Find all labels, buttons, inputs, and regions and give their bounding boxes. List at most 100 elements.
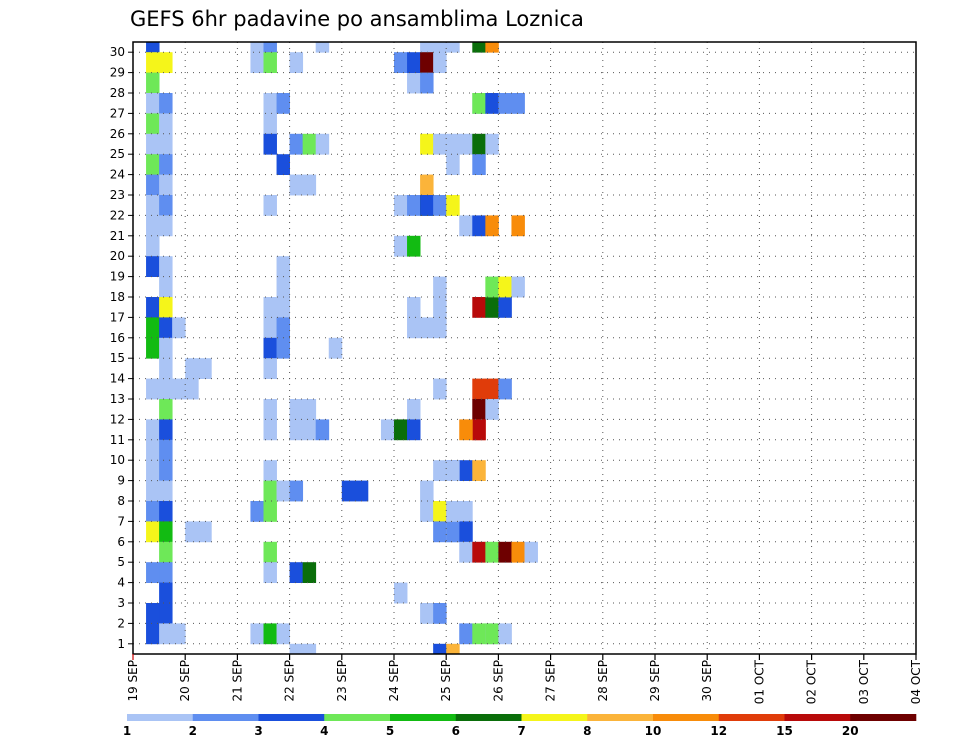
heat-cell [485, 541, 499, 563]
heat-cell [407, 235, 421, 257]
heat-cell [407, 399, 421, 420]
y-tick-label: 17 [110, 310, 125, 324]
heat-cell [328, 337, 343, 359]
heat-cell [459, 215, 473, 237]
heat-cell [263, 358, 277, 379]
heat-cell [354, 480, 369, 502]
heat-cell [472, 541, 486, 563]
y-tick-label: 20 [110, 249, 125, 263]
heat-cell [146, 297, 160, 318]
heat-cell [159, 276, 173, 298]
y-tick-label: 30 [110, 45, 125, 59]
heat-cell [185, 358, 199, 379]
heat-cell [276, 337, 290, 359]
heat-cell [472, 297, 486, 318]
y-tick-label: 13 [110, 392, 125, 406]
heat-cell [459, 541, 473, 563]
heat-cell [172, 623, 186, 645]
heat-cell [511, 93, 525, 114]
y-tick-label: 5 [117, 555, 125, 569]
heat-cell [146, 93, 160, 114]
heat-cell [159, 297, 173, 318]
heat-cell [394, 195, 408, 216]
heat-cell [146, 235, 160, 257]
x-tick-label: 25 SEP [439, 660, 453, 702]
heat-cell [315, 42, 330, 53]
heat-cell [485, 42, 499, 53]
heat-cell [276, 93, 290, 114]
chart-title: GEFS 6hr padavine po ansamblima Loznica [130, 7, 584, 31]
heat-cell [276, 623, 290, 645]
y-tick-label: 9 [117, 474, 125, 488]
heat-cell [146, 195, 160, 216]
y-tick-label: 2 [117, 616, 125, 630]
heat-cell [485, 276, 499, 298]
colorbar-label: 12 [710, 724, 727, 738]
heat-cell [472, 460, 486, 481]
colorbar-swatch [850, 714, 917, 721]
heat-cell [498, 93, 512, 114]
heat-cell [433, 501, 447, 522]
heat-cell [172, 317, 186, 339]
heat-cell [485, 215, 499, 237]
heat-cell [420, 480, 434, 502]
heat-cell [263, 399, 277, 420]
heat-cell [263, 541, 277, 563]
heat-cell [146, 501, 160, 522]
heat-cell [433, 297, 447, 318]
heat-cell [472, 399, 486, 420]
heat-cell [263, 337, 277, 359]
heat-cell [289, 643, 304, 655]
heat-cell [263, 133, 277, 155]
heat-cell [276, 276, 290, 298]
colorbar-swatch [258, 714, 325, 721]
y-axis: 1234567891011121314151617181920212223242… [110, 45, 133, 651]
heat-cell [250, 623, 264, 645]
heat-cell [472, 93, 486, 114]
heat-cell [302, 419, 317, 441]
heat-cell [289, 52, 304, 73]
heat-cell [250, 42, 264, 53]
heat-cell [159, 460, 173, 481]
colorbar-swatch [653, 714, 720, 721]
heat-cell [276, 256, 290, 277]
heat-cell [524, 541, 538, 563]
heat-cell [146, 603, 160, 624]
heat-cell [146, 378, 160, 400]
colorbar-label: 15 [776, 724, 793, 738]
heat-cell [146, 562, 160, 583]
heat-cell [446, 195, 460, 216]
heat-cell [433, 521, 447, 543]
y-tick-label: 16 [110, 331, 125, 345]
heat-cell [159, 93, 173, 114]
heat-cell [407, 419, 421, 441]
heat-cell [433, 460, 447, 481]
heat-cell [459, 623, 473, 645]
heat-cell [420, 603, 434, 624]
heat-cell [159, 399, 173, 420]
y-tick-label: 6 [117, 535, 125, 549]
heat-cell [198, 358, 212, 379]
heat-cell [498, 378, 512, 400]
heat-cell [433, 133, 447, 155]
heat-cell [498, 297, 512, 318]
heat-cell [420, 501, 434, 522]
heat-cell [263, 297, 277, 318]
heat-cell [289, 174, 304, 196]
y-tick-label: 28 [110, 86, 125, 100]
y-tick-label: 26 [110, 127, 125, 141]
x-tick-label: 19 SEP [126, 660, 140, 702]
x-tick-label: 28 SEP [596, 660, 610, 702]
colorbar-label: 1 [123, 724, 131, 738]
y-tick-label: 8 [117, 494, 125, 508]
heat-cell [407, 317, 421, 339]
heat-cell [146, 174, 160, 196]
heat-cell [420, 52, 434, 73]
heat-cell [146, 256, 160, 277]
colorbar-label: 10 [645, 724, 662, 738]
heat-cell [498, 541, 512, 563]
colorbar-swatch [455, 714, 522, 721]
heat-cell [459, 460, 473, 481]
heat-cell [159, 256, 173, 277]
heat-cell [420, 195, 434, 216]
